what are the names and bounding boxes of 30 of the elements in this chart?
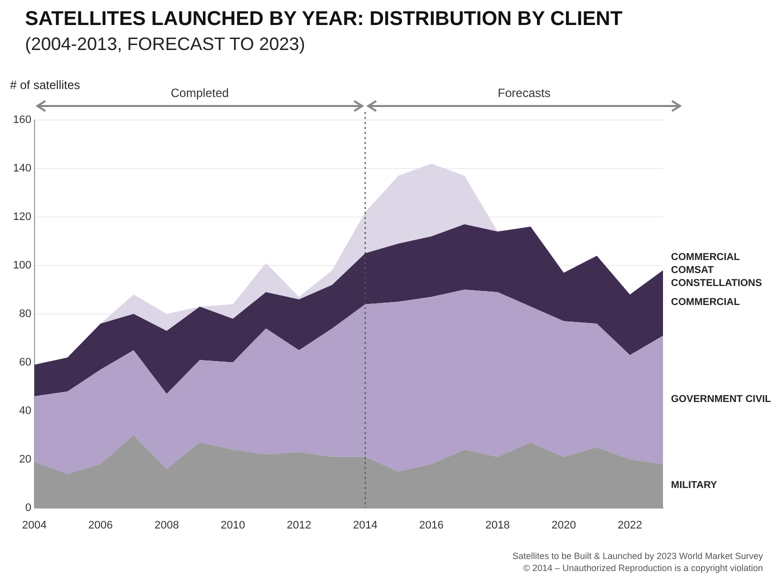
series-label: COMMERCIAL	[671, 296, 741, 310]
x-tick-label: 2010	[220, 519, 246, 532]
y-tick-label: 100	[12, 259, 32, 272]
x-tick-label: 2008	[154, 519, 179, 532]
chart-title: SATELLITES LAUNCHED BY YEAR: DISTRIBUTION BY CLIENT	[25, 8, 622, 31]
text: © 2014 – Unauthorized Reproduction is a copyright violation	[523, 563, 763, 573]
y-tick-label: 140	[12, 162, 32, 175]
x-tick-label: 2006	[88, 519, 113, 532]
chart-subtitle: (2004-2013, FORECAST TO 2023)	[25, 34, 306, 55]
x-tick-label: 2016	[419, 519, 444, 532]
x-tick-label: 2020	[552, 519, 576, 532]
series-label: GOVERNMENT CIVIL	[671, 393, 772, 406]
x-tick-label: 2004	[22, 519, 47, 532]
y-tick-label: 40	[19, 404, 32, 417]
y-tick-label: 160	[12, 114, 32, 126]
series-label: COMMERCIAL COMSAT CONSTELLATIONS	[671, 250, 763, 290]
series-label: MILITARY	[671, 479, 718, 492]
x-tick-label: 2022	[618, 519, 642, 532]
y-tick-label: 60	[19, 356, 32, 368]
y-tick-label: 120	[12, 210, 32, 223]
y-tick-label: 20	[19, 453, 32, 466]
x-tick-label: 2018	[485, 519, 510, 532]
x-tick-label: 2014	[352, 519, 378, 532]
y-axis-title: # of satellites	[10, 78, 80, 92]
y-tick-label: 80	[19, 308, 32, 320]
text: Satellites to be Built & Launched by 2023 World Market Survey	[512, 551, 763, 561]
y-tick-label: 0	[25, 502, 32, 514]
text: Completed	[170, 86, 229, 100]
text: Forecasts	[498, 86, 550, 100]
x-tick-label: 2012	[286, 519, 312, 532]
